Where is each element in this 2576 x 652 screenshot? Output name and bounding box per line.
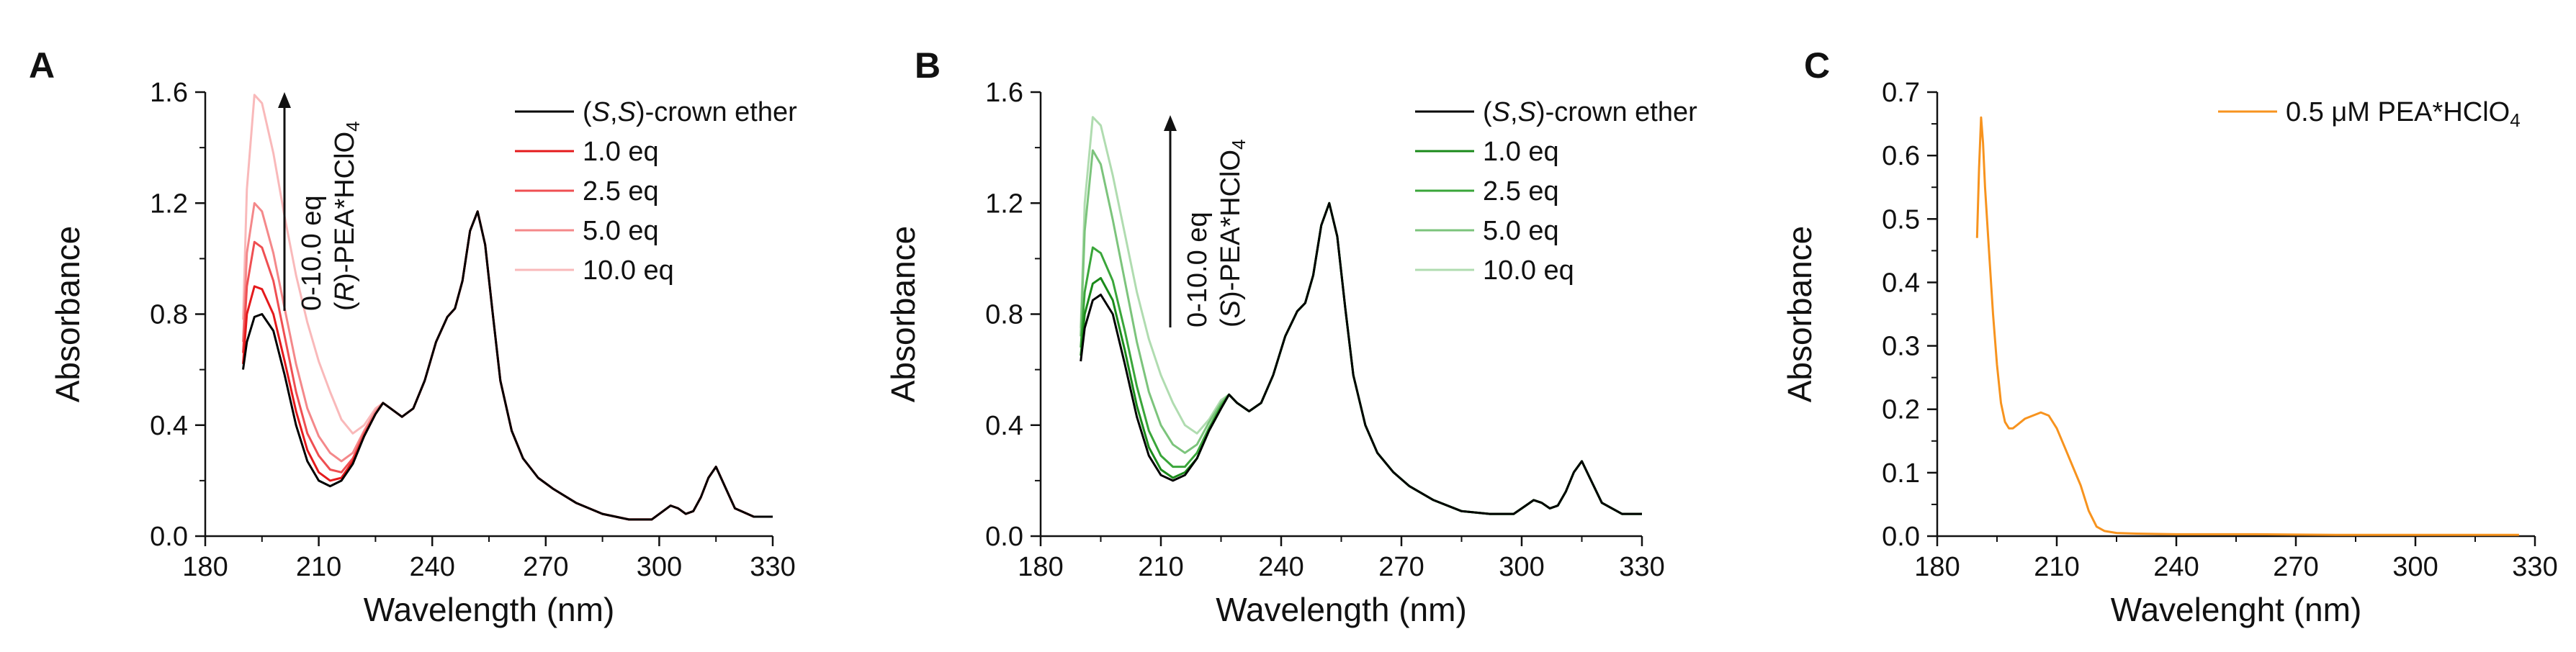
- x-tick-label: 210: [2034, 552, 2079, 582]
- x-tick-label: 180: [1914, 552, 1960, 582]
- y-axis-label: Absorbance: [49, 226, 86, 403]
- legend-label: 10.0 eq: [1483, 255, 1574, 286]
- series-line-0: [1080, 202, 1642, 515]
- x-tick-label: 300: [2392, 552, 2438, 582]
- y-tick-label: 0.4: [150, 411, 188, 441]
- x-tick-label: 300: [637, 552, 682, 582]
- x-tick-label: 180: [1018, 552, 1063, 582]
- legend-label: (S,S)-crown ether: [583, 97, 797, 127]
- legend-label: 1.0 eq: [583, 137, 659, 167]
- x-axis-label: Wavelength (nm): [1216, 591, 1467, 628]
- legend-label: 5.0 eq: [583, 216, 659, 246]
- y-tick-label: 0.5: [1882, 204, 1920, 235]
- x-tick-label: 330: [2512, 552, 2557, 582]
- x-tick-label: 270: [2273, 552, 2318, 582]
- annotation-line-1: 0-10.0 eq: [1182, 212, 1213, 327]
- legend-label: 0.5 μM PEA*HClO4: [2286, 97, 2521, 131]
- y-tick-label: 0.3: [1882, 332, 1920, 362]
- y-axis-label: Absorbance: [1781, 226, 1818, 403]
- legend-label: 2.5 eq: [583, 176, 659, 207]
- x-axis-label: Wavelenght (nm): [2111, 591, 2362, 628]
- x-tick-label: 240: [2153, 552, 2199, 582]
- y-tick-label: 0.1: [1882, 458, 1920, 489]
- x-tick-label: 270: [523, 552, 568, 582]
- y-tick-label: 0.8: [150, 300, 188, 330]
- series-line-0: [242, 210, 773, 521]
- annotation-line-1: 0-10.0 eq: [297, 195, 327, 311]
- y-axis-label: Absorbance: [884, 226, 922, 403]
- chart-panel-a: A 180 210 240 270 300 330 0.0 0.4 0.8 1.2 1.6 Wavele…: [29, 45, 797, 628]
- y-tick-label: 0.8: [985, 300, 1023, 330]
- x-tick-label: 270: [1378, 552, 1424, 582]
- legend-label: 5.0 eq: [1483, 216, 1559, 246]
- x-tick-label: 180: [182, 552, 228, 582]
- annotation-line-2: (R)-PEA*HClO4: [330, 121, 364, 311]
- series-line-2: [1080, 202, 1642, 515]
- annotation-arrow-head: [278, 92, 291, 108]
- y-tick-label: 0.4: [985, 411, 1023, 441]
- legend-label: (S,S)-crown ether: [1483, 97, 1697, 127]
- y-tick-label: 0.6: [1882, 141, 1920, 171]
- chart-panel-c: C 180 210 240 270 300 330 0.0 0.1 0.2 0.3 0.4 0.5 0.6…: [1781, 45, 2558, 628]
- chart-panel-b: B 180 210 240 270 300 330 0.0 0.4 0.8 1.2 1.6 Wavele…: [884, 45, 1697, 628]
- y-tick-label: 0.2: [1882, 395, 1920, 425]
- x-tick-label: 240: [409, 552, 454, 582]
- y-tick-label: 0.4: [1882, 268, 1920, 298]
- x-tick-label: 210: [296, 552, 341, 582]
- x-tick-label: 330: [750, 552, 795, 582]
- annotation-arrow-head: [1164, 115, 1177, 131]
- y-tick-label: 1.6: [985, 78, 1023, 108]
- x-axis-label: Wavelength (nm): [364, 591, 615, 628]
- legend-label: 10.0 eq: [583, 255, 674, 286]
- y-tick-label: 1.2: [985, 189, 1023, 219]
- panel-label: C: [1804, 45, 1830, 86]
- panel-label: A: [29, 45, 55, 86]
- legend-label: 1.0 eq: [1483, 137, 1559, 167]
- x-tick-label: 300: [1499, 552, 1544, 582]
- series-line-0: [1975, 116, 2519, 536]
- x-tick-label: 210: [1138, 552, 1183, 582]
- series-line-1: [1080, 202, 1642, 515]
- x-tick-label: 240: [1258, 552, 1303, 582]
- panel-label: B: [915, 45, 941, 86]
- y-tick-label: 0.0: [150, 522, 188, 552]
- y-tick-label: 0.0: [985, 522, 1023, 552]
- y-tick-label: 0.0: [1882, 522, 1920, 552]
- y-tick-label: 1.6: [150, 78, 188, 108]
- annotation-line-2: (S)-PEA*HClO4: [1216, 139, 1249, 327]
- legend-label: 2.5 eq: [1483, 176, 1559, 207]
- y-tick-label: 0.7: [1882, 78, 1920, 108]
- y-tick-label: 1.2: [150, 189, 188, 219]
- x-tick-label: 330: [1619, 552, 1664, 582]
